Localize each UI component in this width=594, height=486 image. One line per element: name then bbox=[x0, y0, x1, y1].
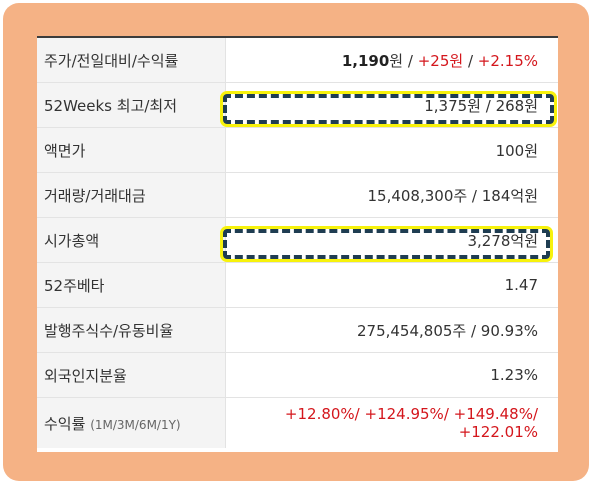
row-value-foreign-ownership: 1.23% bbox=[225, 352, 558, 398]
price-value: 1,190 bbox=[341, 51, 390, 70]
table-row: 거래량/거래대금 15,408,300주 / 184억원 bbox=[37, 172, 558, 218]
table-row: 발행주식수/유동비율 275,454,805주 / 90.93% bbox=[37, 307, 558, 353]
row-value-shares: 275,454,805주 / 90.93% bbox=[225, 307, 558, 353]
row-label-market-cap: 시가총액 bbox=[37, 217, 226, 263]
returns-label: 수익률 bbox=[44, 414, 86, 433]
row-label-52week: 52Weeks 최고/최저 bbox=[37, 82, 226, 128]
row-label-price: 주가/전일대비/수익률 bbox=[37, 38, 226, 83]
row-value-beta: 1.47 bbox=[225, 262, 558, 308]
table-row: 외국인지분율 1.23% bbox=[37, 352, 558, 398]
row-value-price: 1,190원 / +25원 / +2.15% bbox=[225, 38, 558, 83]
price-change: +25원 bbox=[417, 51, 464, 70]
returns-period-label: (1M/3M/6M/1Y) bbox=[90, 417, 181, 432]
returns-line-1: +12.80%/ +124.95%/ +149.48%/ bbox=[284, 405, 538, 423]
separator: / bbox=[403, 51, 418, 70]
returns-line-2: +122.01% bbox=[458, 423, 538, 441]
stock-info-table: 주가/전일대비/수익률 1,190원 / +25원 / +2.15% 52Wee… bbox=[37, 38, 558, 448]
highlight-box-52week bbox=[220, 91, 557, 127]
row-label-shares: 발행주식수/유동비율 bbox=[37, 307, 226, 353]
table-row: 52주베타 1.47 bbox=[37, 262, 558, 308]
stock-summary-panel: 주가/전일대비/수익률 1,190원 / +25원 / +2.15% 52Wee… bbox=[37, 36, 558, 452]
row-label-returns: 수익률 (1M/3M/6M/1Y) bbox=[37, 397, 226, 448]
row-label-foreign-ownership: 외국인지분율 bbox=[37, 352, 226, 398]
price-change-rate: +2.15% bbox=[477, 51, 538, 70]
table-row: 수익률 (1M/3M/6M/1Y) +12.80%/ +124.95%/ +14… bbox=[37, 397, 558, 449]
row-label-volume: 거래량/거래대금 bbox=[37, 172, 226, 218]
top-rule bbox=[37, 36, 558, 38]
row-label-par-value: 액면가 bbox=[37, 127, 226, 173]
row-value-par-value: 100원 bbox=[225, 127, 558, 173]
row-value-returns: +12.80%/ +124.95%/ +149.48%/ +122.01% bbox=[225, 398, 558, 449]
separator: / bbox=[463, 51, 478, 70]
row-label-beta: 52주베타 bbox=[37, 262, 226, 308]
price-unit: 원 bbox=[389, 51, 404, 70]
row-value-volume: 15,408,300주 / 184억원 bbox=[225, 172, 558, 218]
table-row: 액면가 100원 bbox=[37, 127, 558, 173]
table-row: 주가/전일대비/수익률 1,190원 / +25원 / +2.15% bbox=[37, 38, 558, 83]
highlight-box-market-cap bbox=[220, 226, 553, 262]
